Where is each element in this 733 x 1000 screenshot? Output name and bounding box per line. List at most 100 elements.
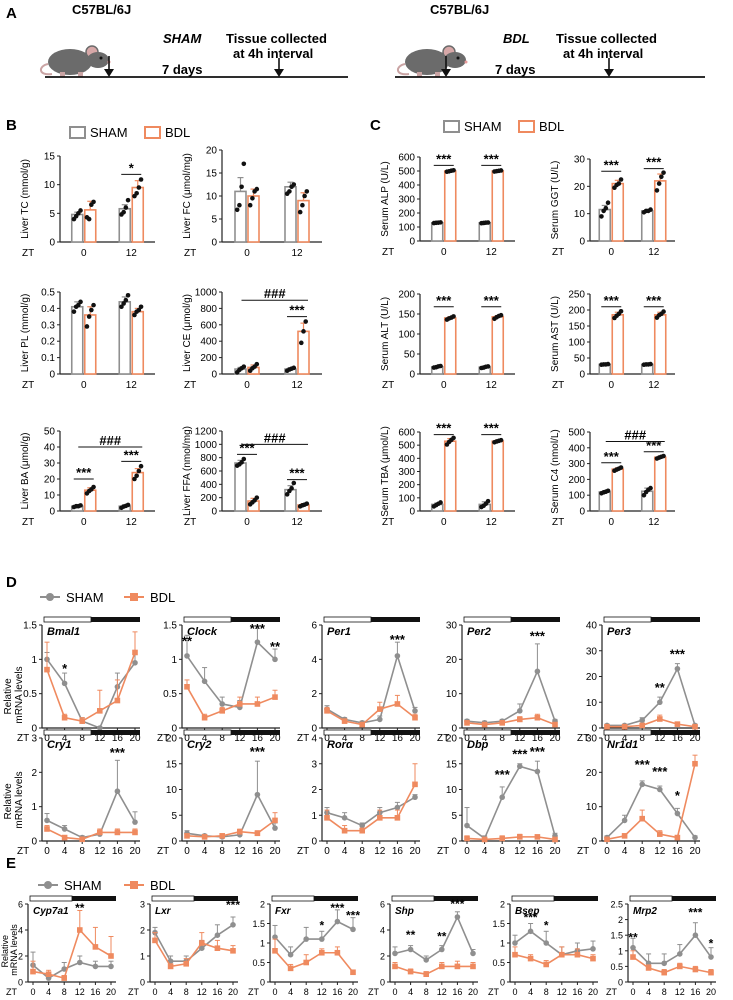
- data-point-bdl: [359, 827, 365, 834]
- data-point: [239, 184, 244, 190]
- y-tick-label: 30: [446, 621, 458, 632]
- gene-label: Mrp2: [633, 906, 657, 917]
- data-point-bdl: [639, 815, 645, 822]
- y-tick-label: 100: [568, 491, 585, 502]
- y-tick-label: 0: [171, 724, 177, 735]
- data-point-sham: [77, 959, 83, 966]
- x-tick-label: 0: [512, 987, 517, 997]
- x-tick-label: 16: [112, 846, 124, 857]
- data-point-bdl: [412, 781, 418, 788]
- data-point: [451, 314, 456, 319]
- data-point: [123, 297, 129, 303]
- data-point-bdl: [237, 828, 243, 835]
- y-tick-label: 0: [451, 837, 457, 848]
- series-line-bdl: [186, 819, 276, 838]
- data-point-bdl: [394, 701, 401, 707]
- data-point-bdl: [377, 706, 383, 712]
- data-point-sham: [639, 717, 645, 724]
- y-tick-label: 200: [200, 493, 217, 504]
- data-point-bdl: [97, 829, 103, 836]
- data-point-bdl: [534, 834, 541, 840]
- data-point: [121, 209, 126, 215]
- y-tick-label: 800: [200, 304, 217, 315]
- bar-sham: [70, 305, 84, 375]
- y-tick-label: 150: [568, 322, 585, 333]
- x-tick-label: 20: [228, 987, 238, 997]
- x-tick-label: 0: [244, 248, 250, 259]
- x-tick-label: 12: [486, 517, 498, 528]
- mouse-icon: [397, 45, 468, 77]
- dark-phase-bar: [651, 617, 700, 622]
- significance-label: ***: [450, 897, 464, 911]
- legend-marker-bdl: [130, 881, 138, 889]
- x-tick-label: 8: [639, 846, 645, 857]
- x-tick-label: 20: [269, 733, 281, 744]
- arrow-head-icon: [104, 69, 114, 77]
- data-point: [125, 502, 131, 508]
- data-point: [125, 292, 131, 298]
- data-point: [86, 314, 92, 319]
- data-point-bdl: [377, 815, 383, 821]
- significance-label: ***: [530, 628, 546, 643]
- y-tick-label: 600: [398, 153, 415, 164]
- y-tick-label: 0.5: [252, 958, 265, 968]
- data-point-sham: [108, 963, 114, 970]
- data-point-sham: [392, 950, 398, 957]
- x-tick-label: 16: [672, 733, 684, 744]
- data-point-bdl: [184, 833, 190, 839]
- significance-label: ***: [646, 438, 662, 453]
- x-tick-label: 4: [646, 987, 651, 997]
- data-point-sham: [692, 834, 698, 841]
- x-tick-label: 0: [464, 733, 470, 744]
- x-tick-label: 4: [482, 733, 488, 744]
- x-tick-label: 8: [219, 846, 225, 857]
- y-tick-label: 40: [586, 621, 598, 632]
- y-tick-label: 50: [44, 427, 56, 438]
- y-tick-label: 400: [398, 454, 415, 465]
- data-point-sham: [319, 936, 325, 942]
- panel-e-label: E: [6, 855, 16, 872]
- data-point-bdl: [359, 721, 365, 728]
- y-tick-label: 0: [311, 837, 317, 848]
- significance-label: **: [182, 634, 193, 649]
- x-tick-label: 12: [291, 380, 303, 391]
- data-point-bdl: [152, 937, 158, 944]
- x-tick-label: 16: [572, 987, 582, 997]
- y-tick-label: 600: [200, 320, 217, 331]
- chart-liver_ce: Liver CE (μmol/g) 0 200 400 600 800 1000 ZT 0 12 *…: [182, 286, 322, 391]
- data-point-bdl: [199, 940, 205, 946]
- data-point: [136, 468, 142, 474]
- x-axis-title: ZT: [382, 380, 394, 391]
- x-tick-label: 4: [408, 987, 413, 997]
- y-tick-label: 15: [166, 759, 178, 770]
- data-point: [291, 182, 297, 187]
- data-point: [656, 181, 662, 186]
- y-tick-label: 100: [398, 493, 415, 504]
- significance-label: ***: [604, 293, 620, 308]
- y-tick-label: 50: [404, 350, 416, 361]
- bar-bdl: [491, 315, 505, 375]
- dark-phase-bar: [231, 617, 280, 622]
- dark-phase-bar: [314, 896, 358, 901]
- data-point: [237, 202, 242, 208]
- significance-label: **: [406, 928, 416, 942]
- x-tick-label: 0: [244, 380, 250, 391]
- x-tick-label: 16: [252, 733, 264, 744]
- x-tick-label: 20: [689, 733, 701, 744]
- data-point-bdl: [590, 955, 596, 962]
- data-point-bdl: [219, 708, 225, 714]
- data-point: [138, 177, 144, 182]
- x-tick-label: 16: [212, 987, 222, 997]
- light-phase-bar: [43, 729, 92, 736]
- data-point-sham: [201, 678, 208, 685]
- y-tick-label: 2: [311, 689, 317, 700]
- data-point-bdl: [499, 835, 505, 842]
- data-point: [485, 364, 491, 369]
- y-tick-label: 100: [568, 338, 585, 349]
- data-point-sham: [708, 954, 714, 960]
- legend-swatch-bdl: [144, 126, 161, 139]
- arrow-head-icon: [441, 69, 451, 77]
